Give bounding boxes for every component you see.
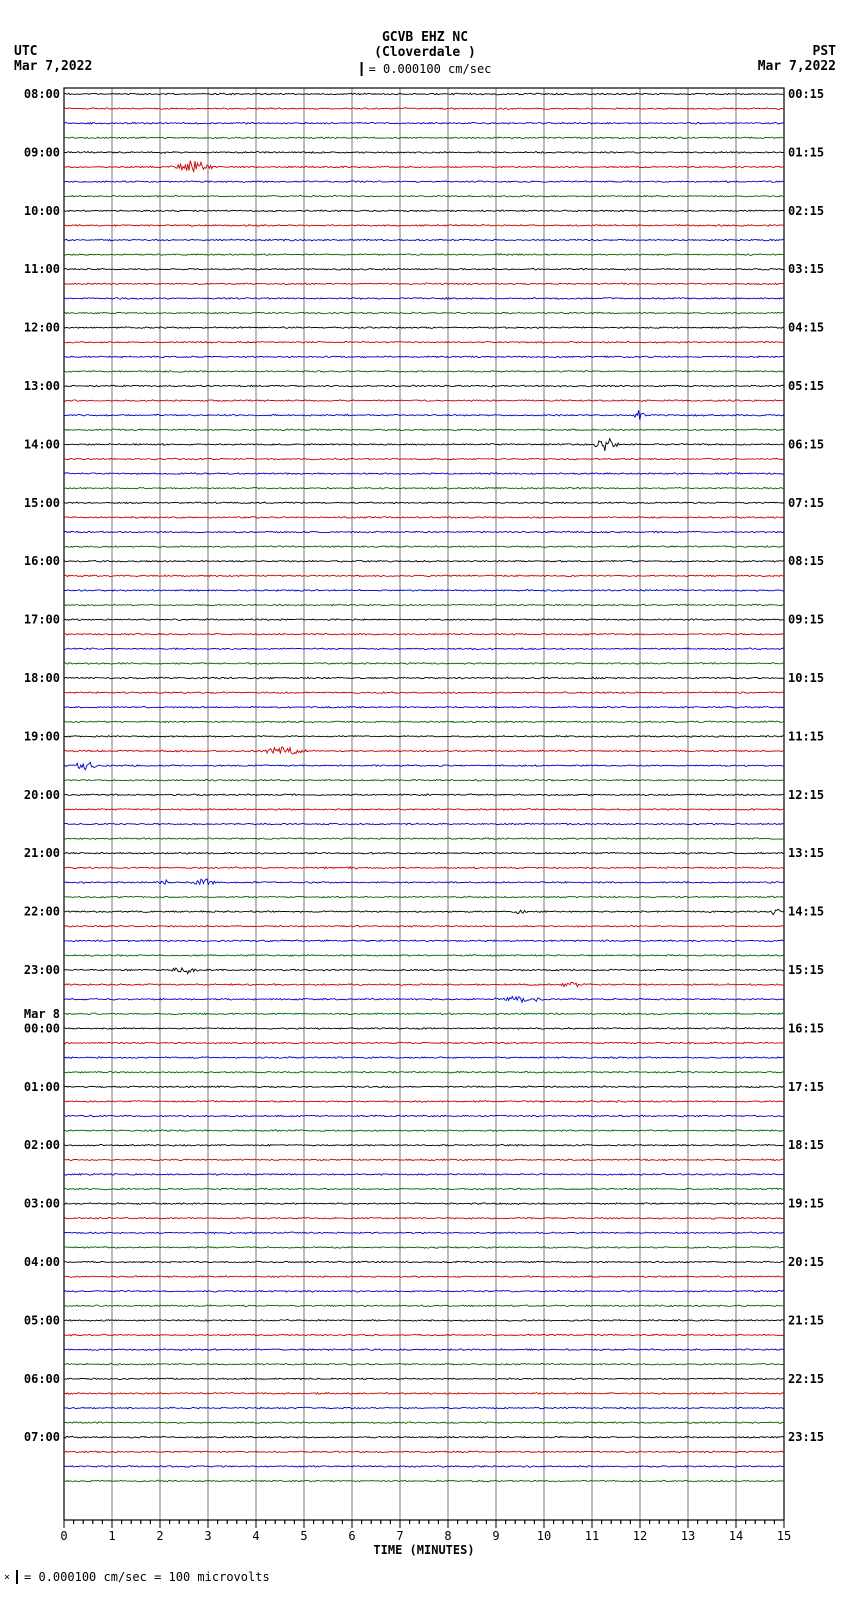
- svg-text:2: 2: [156, 1529, 163, 1543]
- svg-text:14: 14: [729, 1529, 743, 1543]
- svg-text:02:00: 02:00: [24, 1138, 60, 1152]
- svg-text:14:00: 14:00: [24, 437, 60, 451]
- helicorder-svg: 08:00 09:00 10:00 11:00 12:00 13:00 14:00 15:00…: [14, 80, 834, 1560]
- svg-text:9: 9: [492, 1529, 499, 1543]
- header-right: PST Mar 7,2022: [758, 44, 836, 74]
- svg-text:Mar 8: Mar 8: [24, 1007, 60, 1021]
- svg-text:08:00: 08:00: [24, 87, 60, 101]
- svg-text:15: 15: [777, 1529, 791, 1543]
- svg-text:14:15: 14:15: [788, 905, 824, 919]
- scale-reference: = 0.000100 cm/sec: [359, 62, 492, 76]
- svg-text:06:00: 06:00: [24, 1372, 60, 1386]
- footer-prefix: ×: [4, 1572, 10, 1583]
- svg-text:06:15: 06:15: [788, 437, 824, 451]
- svg-text:8: 8: [444, 1529, 451, 1543]
- svg-text:21:15: 21:15: [788, 1313, 824, 1327]
- svg-text:22:15: 22:15: [788, 1372, 824, 1386]
- header-center: GCVB EHZ NC (Cloverdale ): [374, 30, 476, 60]
- svg-text:01:15: 01:15: [788, 145, 824, 159]
- svg-text:13:15: 13:15: [788, 846, 824, 860]
- helicorder-plot: 08:00 09:00 10:00 11:00 12:00 13:00 14:00 15:00…: [14, 80, 836, 1560]
- scale-bar-icon: [16, 1570, 18, 1584]
- svg-text:16:00: 16:00: [24, 554, 60, 568]
- date-right: Mar 7,2022: [758, 59, 836, 74]
- scale-label: = 0.000100 cm/sec: [369, 62, 492, 76]
- svg-text:TIME (MINUTES): TIME (MINUTES): [373, 1543, 474, 1557]
- footer: × = 0.000100 cm/sec = 100 microvolts: [4, 1570, 850, 1584]
- svg-text:19:15: 19:15: [788, 1197, 824, 1211]
- header-left: UTC Mar 7,2022: [14, 44, 92, 74]
- svg-text:01:00: 01:00: [24, 1080, 60, 1094]
- svg-text:09:00: 09:00: [24, 145, 60, 159]
- svg-text:23:00: 23:00: [24, 963, 60, 977]
- svg-text:07:00: 07:00: [24, 1430, 60, 1444]
- svg-text:1: 1: [108, 1529, 115, 1543]
- svg-text:02:15: 02:15: [788, 204, 824, 218]
- svg-text:18:15: 18:15: [788, 1138, 824, 1152]
- svg-text:19:00: 19:00: [24, 729, 60, 743]
- svg-text:18:00: 18:00: [24, 671, 60, 685]
- svg-text:04:15: 04:15: [788, 321, 824, 335]
- svg-text:09:15: 09:15: [788, 613, 824, 627]
- svg-text:21:00: 21:00: [24, 846, 60, 860]
- svg-text:03:15: 03:15: [788, 262, 824, 276]
- svg-text:22:00: 22:00: [24, 905, 60, 919]
- station-location: (Cloverdale ): [374, 45, 476, 60]
- svg-text:03:00: 03:00: [24, 1197, 60, 1211]
- svg-text:12:00: 12:00: [24, 321, 60, 335]
- svg-text:07:15: 07:15: [788, 496, 824, 510]
- svg-text:10: 10: [537, 1529, 551, 1543]
- svg-text:11:15: 11:15: [788, 729, 824, 743]
- svg-text:13:00: 13:00: [24, 379, 60, 393]
- svg-text:13: 13: [681, 1529, 695, 1543]
- svg-text:04:00: 04:00: [24, 1255, 60, 1269]
- svg-text:17:15: 17:15: [788, 1080, 824, 1094]
- svg-text:00:00: 00:00: [24, 1021, 60, 1035]
- svg-text:23:15: 23:15: [788, 1430, 824, 1444]
- svg-text:11: 11: [585, 1529, 599, 1543]
- svg-text:17:00: 17:00: [24, 613, 60, 627]
- svg-text:20:00: 20:00: [24, 788, 60, 802]
- svg-text:0: 0: [60, 1529, 67, 1543]
- svg-text:15:00: 15:00: [24, 496, 60, 510]
- svg-text:4: 4: [252, 1529, 259, 1543]
- svg-text:6: 6: [348, 1529, 355, 1543]
- station-code: GCVB EHZ NC: [374, 30, 476, 45]
- svg-text:11:00: 11:00: [24, 262, 60, 276]
- svg-text:20:15: 20:15: [788, 1255, 824, 1269]
- svg-text:15:15: 15:15: [788, 963, 824, 977]
- svg-text:7: 7: [396, 1529, 403, 1543]
- scale-bar-icon: [361, 62, 363, 76]
- svg-text:10:15: 10:15: [788, 671, 824, 685]
- svg-text:10:00: 10:00: [24, 204, 60, 218]
- svg-text:08:15: 08:15: [788, 554, 824, 568]
- svg-text:00:15: 00:15: [788, 87, 824, 101]
- svg-text:05:00: 05:00: [24, 1313, 60, 1327]
- footer-label: = 0.000100 cm/sec = 100 microvolts: [24, 1570, 270, 1584]
- header: UTC Mar 7,2022 GCVB EHZ NC (Cloverdale )…: [0, 0, 850, 80]
- svg-text:12: 12: [633, 1529, 647, 1543]
- tz-left: UTC: [14, 44, 92, 59]
- date-left: Mar 7,2022: [14, 59, 92, 74]
- svg-text:3: 3: [204, 1529, 211, 1543]
- svg-text:5: 5: [300, 1529, 307, 1543]
- svg-text:05:15: 05:15: [788, 379, 824, 393]
- svg-text:16:15: 16:15: [788, 1021, 824, 1035]
- svg-text:12:15: 12:15: [788, 788, 824, 802]
- tz-right: PST: [758, 44, 836, 59]
